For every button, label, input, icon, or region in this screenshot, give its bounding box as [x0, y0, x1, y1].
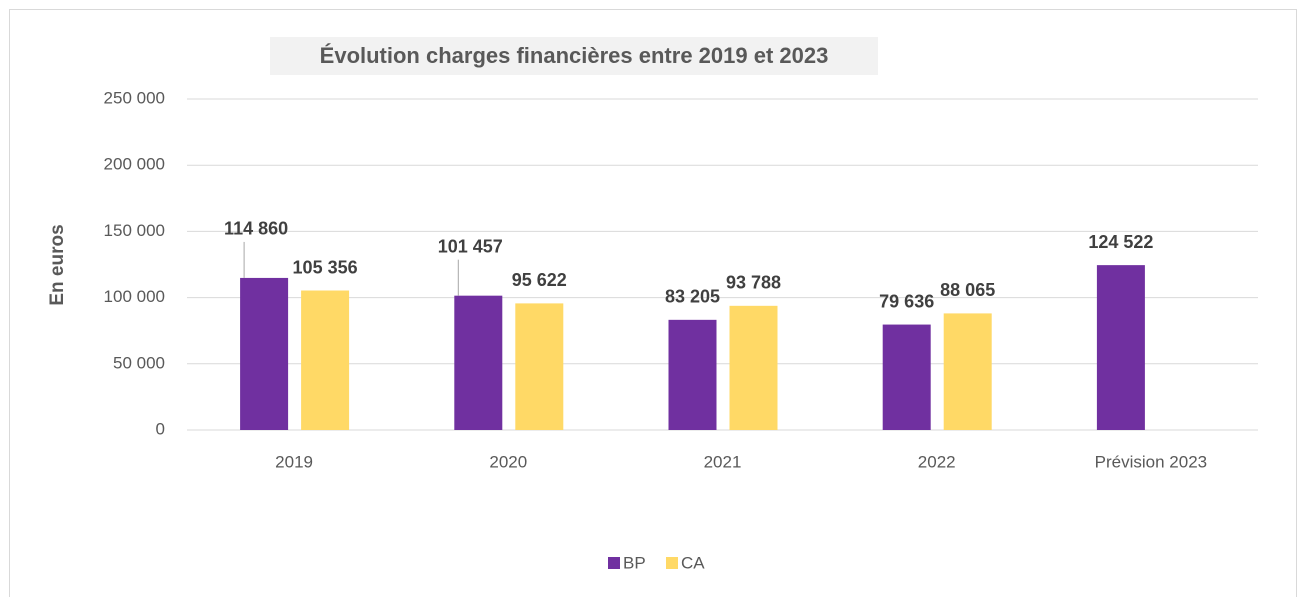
value-label: 124 522 — [1088, 232, 1153, 252]
y-tick-label: 0 — [156, 419, 165, 438]
y-tick-label: 250 000 — [104, 88, 165, 107]
bar — [515, 303, 564, 430]
bar — [668, 319, 717, 430]
x-tick-label: 2019 — [275, 452, 313, 471]
bar — [454, 295, 503, 430]
y-tick-label: 150 000 — [104, 221, 165, 240]
x-tick-label: 2021 — [704, 452, 742, 471]
bar — [1096, 265, 1145, 430]
value-label: 93 788 — [726, 273, 781, 293]
y-tick-label: 100 000 — [104, 287, 165, 306]
chart-title: Évolution charges financières entre 2019… — [320, 43, 829, 68]
bar — [240, 277, 289, 430]
y-tick-label: 50 000 — [113, 353, 165, 372]
bar — [943, 313, 992, 430]
value-label: 79 636 — [879, 291, 934, 311]
title-box — [270, 37, 878, 75]
bar — [729, 305, 778, 430]
value-label: 101 457 — [438, 236, 503, 256]
y-axis-title: En euros — [47, 224, 68, 305]
chart-frame — [9, 9, 1297, 597]
value-label: 105 356 — [293, 257, 358, 277]
x-tick-label: Prévision 2023 — [1095, 452, 1207, 471]
value-label: 83 205 — [665, 287, 720, 307]
y-tick-label: 200 000 — [104, 155, 165, 174]
value-label: 88 065 — [940, 280, 995, 300]
legend-swatch — [666, 557, 678, 569]
x-tick-label: 2022 — [918, 452, 956, 471]
legend-label: BP — [623, 553, 646, 572]
legend-swatch — [608, 557, 620, 569]
value-label: 114 860 — [224, 219, 288, 239]
legend-label: CA — [681, 553, 705, 572]
bar — [882, 324, 931, 430]
x-tick-label: 2020 — [489, 452, 527, 471]
bar — [301, 290, 350, 430]
value-label: 95 622 — [512, 270, 567, 290]
